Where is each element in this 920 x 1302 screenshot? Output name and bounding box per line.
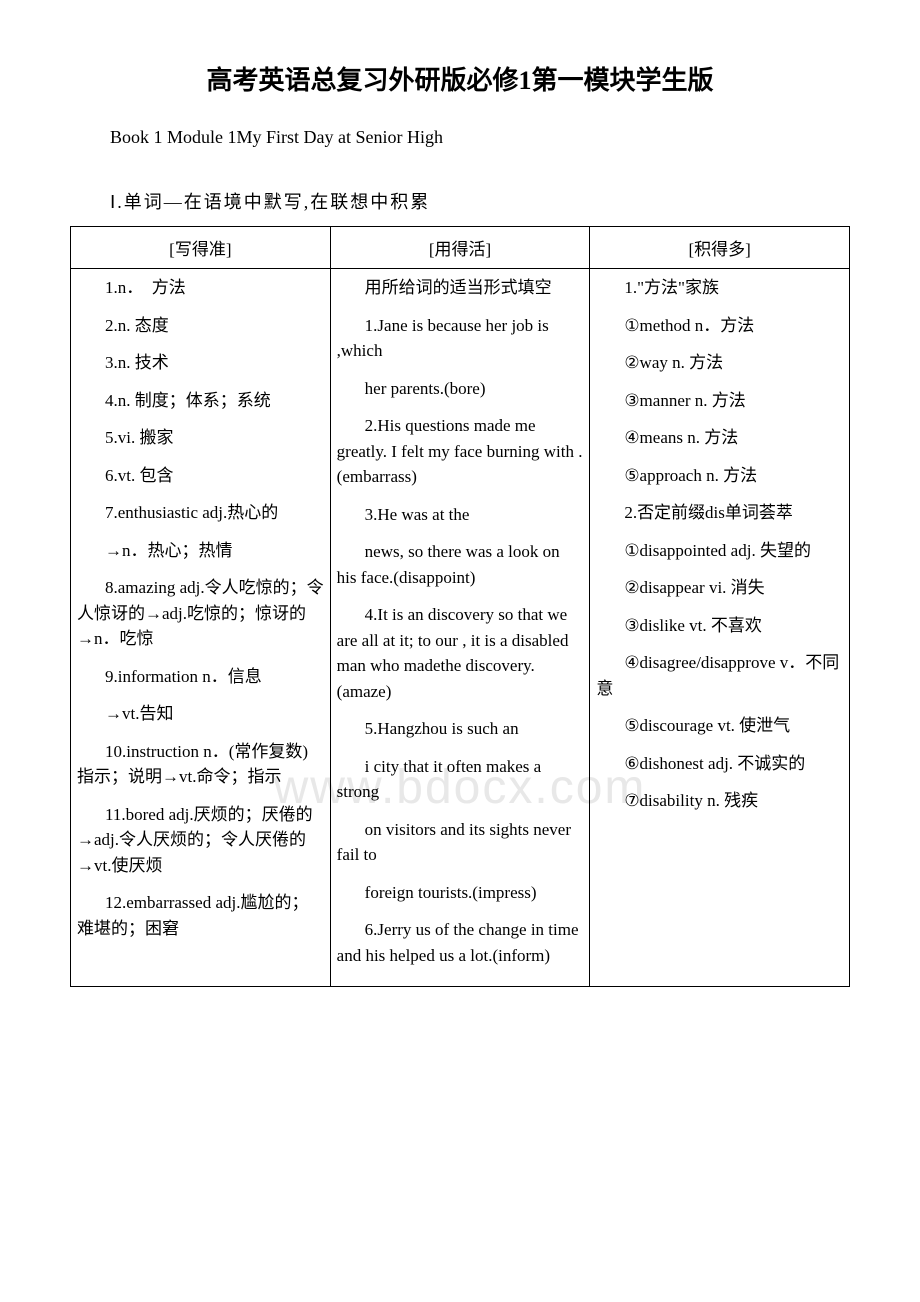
table-row: 1.n． 方法 2.n. 态度 3.n. 技术 4.n. 制度；体系；系统 5.… — [71, 269, 850, 987]
col-header-2: [用得活] — [330, 227, 590, 269]
col1-item: →n．热心；热情 — [77, 538, 324, 564]
col1-item: 12.embarrassed adj.尴尬的；难堪的；困窘 — [77, 890, 324, 941]
col3-item: ②disappear vi. 消失 — [596, 575, 843, 601]
col2-item: 6.Jerry us of the change in time and his… — [337, 917, 584, 968]
col3-item: ⑤discourage vt. 使泄气 — [596, 713, 843, 739]
col2-item: foreign tourists.(impress) — [337, 880, 584, 906]
vocab-table: [写得准] [用得活] [积得多] 1.n． 方法 2.n. 态度 3.n. 技… — [70, 226, 850, 987]
col3-item: ①method n．方法 — [596, 313, 843, 339]
subtitle: Book 1 Module 1My First Day at Senior Hi… — [70, 127, 850, 148]
col3-item: 2.否定前缀dis­单词荟萃 — [596, 500, 843, 526]
col-header-1: [写得准] — [71, 227, 331, 269]
col1-item: 6.vt. 包含 — [77, 463, 324, 489]
col2-item: i city that it often makes a strong — [337, 754, 584, 805]
col1-item: 2.n. 态度 — [77, 313, 324, 339]
col3-item: ②way n. 方法 — [596, 350, 843, 376]
col2-item: her parents.(bore) — [337, 376, 584, 402]
col2-item: 4.It is an discovery so that we are all … — [337, 602, 584, 704]
col1-item: 7.enthusiastic adj.热心的 — [77, 500, 324, 526]
col3-item: ③manner n. 方法 — [596, 388, 843, 414]
col3-item: ⑤approach n. 方法 — [596, 463, 843, 489]
col1-item: 5.vi. 搬家 — [77, 425, 324, 451]
col3-item: ①disappointed adj. 失望的 — [596, 538, 843, 564]
col1-item: 11.bored adj.厌烦的；厌倦的→adj.令人厌烦的；令人厌倦的→vt.… — [77, 802, 324, 879]
col2-item: 用所给词的适当形式填空 — [337, 275, 584, 301]
col1-cell: 1.n． 方法 2.n. 态度 3.n. 技术 4.n. 制度；体系；系统 5.… — [71, 269, 331, 987]
col2-item: 2.His questions made me greatly. I felt … — [337, 413, 584, 490]
col3-item: ④means n. 方法 — [596, 425, 843, 451]
col1-item: 1.n． 方法 — [77, 275, 324, 301]
col1-item: 8.amazing adj.令人吃惊的；令人惊讶的→adj.吃惊的；惊讶的→n．… — [77, 575, 324, 652]
col3-item: ⑦disability n. 残疾 — [596, 788, 843, 814]
col1-item: 3.n. 技术 — [77, 350, 324, 376]
col2-cell: 用所给词的适当形式填空 1.Jane is because her job is… — [330, 269, 590, 987]
col2-item: 1.Jane is because her job is ,which — [337, 313, 584, 364]
col2-item: on visitors and its sights never fail to — [337, 817, 584, 868]
table-header-row: [写得准] [用得活] [积得多] — [71, 227, 850, 269]
col3-item: ⑥dishonest adj. 不诚实的 — [596, 751, 843, 777]
col3-item: ③dislike vt. 不喜欢 — [596, 613, 843, 639]
col2-item: news, so there was a look on his face.(d… — [337, 539, 584, 590]
col1-item: 4.n. 制度；体系；系统 — [77, 388, 324, 414]
col1-item: 10.instruction n．(常作复数)指示；说明→vt.命令；指示 — [77, 739, 324, 790]
col1-item: 9.information n．信息 — [77, 664, 324, 690]
col3-item: 1."方法"家族 — [596, 275, 843, 301]
section-header: Ⅰ.单词—在语境中默写,在联想中积累 — [70, 188, 850, 214]
page-title: 高考英语总复习外研版必修1第一模块学生版 — [70, 60, 850, 97]
col3-item: ④disagree/disapprove v．不同意 — [596, 650, 843, 701]
col-header-3: [积得多] — [590, 227, 850, 269]
col2-item: 3.He was at the — [337, 502, 584, 528]
col1-item: →vt.告知 — [77, 701, 324, 727]
page-content: 高考英语总复习外研版必修1第一模块学生版 Book 1 Module 1My F… — [70, 60, 850, 987]
col3-cell: 1."方法"家族 ①method n．方法 ②way n. 方法 ③manner… — [590, 269, 850, 987]
col2-item: 5.Hangzhou is such an — [337, 716, 584, 742]
